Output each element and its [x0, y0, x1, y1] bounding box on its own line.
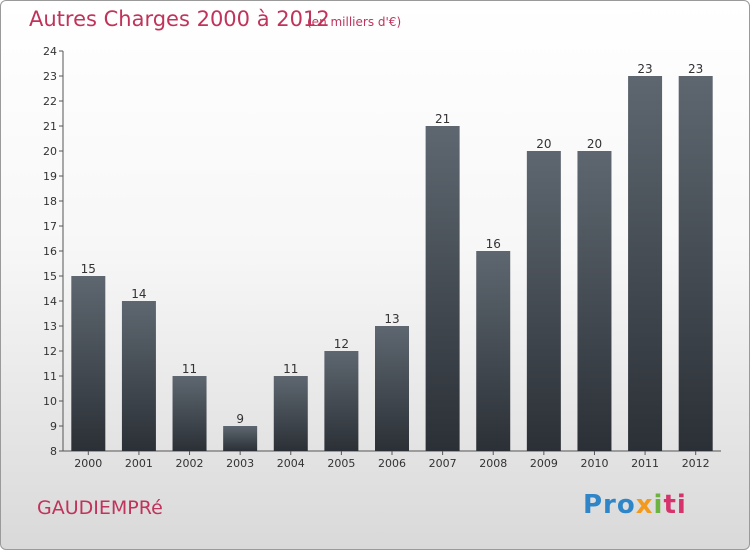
- bar-2009: [526, 151, 561, 451]
- y-tick-label: 21: [43, 120, 57, 133]
- x-tick-label-2010: 2010: [580, 457, 608, 470]
- y-tick-label: 13: [43, 320, 57, 333]
- data-label-2003: 9: [236, 412, 244, 426]
- chart-subtitle: (en milliers d'€): [307, 15, 402, 29]
- bar-2006: [375, 326, 409, 451]
- x-tick-label-2011: 2011: [631, 457, 659, 470]
- bar-2000: [71, 276, 106, 451]
- x-tick-label-2003: 2003: [226, 457, 254, 470]
- data-label-2011: 23: [637, 62, 652, 76]
- bar-2004: [273, 376, 308, 451]
- data-label-2000: 15: [81, 262, 96, 276]
- data-label-2005: 12: [334, 337, 349, 351]
- bar-2005: [324, 351, 359, 451]
- bar-2007: [425, 126, 460, 451]
- y-tick-label: 20: [43, 145, 57, 158]
- data-label-2001: 14: [131, 287, 146, 301]
- data-label-2008: 16: [486, 237, 501, 251]
- x-tick-label-2004: 2004: [277, 457, 305, 470]
- y-tick-label: 14: [43, 295, 57, 308]
- x-tick-label-2000: 2000: [74, 457, 102, 470]
- logo-part-4: ti: [663, 490, 687, 520]
- data-label-2007: 21: [435, 112, 450, 126]
- y-tick-label: 15: [43, 270, 57, 283]
- y-tick-label: 23: [43, 70, 57, 83]
- y-tick-label: 24: [43, 45, 57, 58]
- y-tick-label: 22: [43, 95, 57, 108]
- bar-2003: [223, 426, 258, 451]
- bar-2012: [678, 76, 713, 451]
- y-tick-label: 9: [50, 420, 57, 433]
- bar-2008: [476, 251, 511, 451]
- data-label-2012: 23: [688, 62, 703, 76]
- y-tick-label: 10: [43, 395, 57, 408]
- proxiti-logo: Proxiti: [583, 490, 687, 520]
- y-tick-label: 12: [43, 345, 57, 358]
- x-tick-label-2005: 2005: [327, 457, 355, 470]
- y-tick-label: 16: [43, 245, 57, 258]
- y-tick-label: 19: [43, 170, 57, 183]
- y-tick-label: 11: [43, 370, 57, 383]
- data-label-2010: 20: [587, 137, 602, 151]
- chart-title: Autres Charges 2000 à 2012: [29, 7, 330, 31]
- data-label-2009: 20: [536, 137, 551, 151]
- data-label-2002: 11: [182, 362, 197, 376]
- bar-2001: [121, 301, 156, 451]
- logo-part-1: Pro: [583, 490, 636, 520]
- data-label-2004: 11: [283, 362, 298, 376]
- commune-name: GAUDIEMPRé: [37, 497, 163, 519]
- logo-part-3: i: [653, 490, 664, 520]
- y-tick-label: 17: [43, 220, 57, 233]
- bar-2010: [577, 151, 612, 451]
- x-tick-label-2007: 2007: [429, 457, 457, 470]
- y-tick-label: 18: [43, 195, 57, 208]
- x-tick-label-2008: 2008: [479, 457, 507, 470]
- bar-2002: [172, 376, 207, 451]
- x-tick-label-2001: 2001: [125, 457, 153, 470]
- x-tick-label-2012: 2012: [682, 457, 710, 470]
- y-tick-label: 8: [50, 445, 57, 458]
- logo-part-2: x: [635, 490, 654, 520]
- bar-2011: [628, 76, 663, 451]
- x-tick-label-2002: 2002: [176, 457, 204, 470]
- x-tick-label-2006: 2006: [378, 457, 406, 470]
- x-tick-label-2009: 2009: [530, 457, 558, 470]
- data-label-2006: 13: [384, 312, 399, 326]
